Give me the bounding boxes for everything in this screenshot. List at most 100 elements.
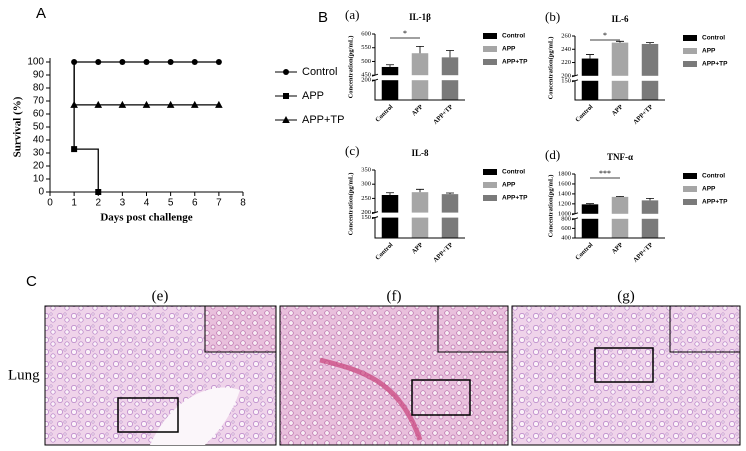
legend-label: Control — [502, 33, 525, 40]
y-tick-label: 40 — [33, 135, 45, 146]
axis — [574, 36, 665, 101]
legend-label: APP+TP — [702, 61, 728, 68]
legend-swatch — [683, 186, 697, 192]
histology-image — [44, 305, 277, 446]
x-tick-label: 2 — [95, 198, 101, 209]
panel-label: (c) — [345, 143, 359, 158]
x-tick-label: 7 — [216, 198, 222, 209]
y-tick-label: 1000 — [558, 210, 571, 217]
legend-label: APP — [702, 48, 716, 55]
y-tick-label: 550 — [361, 44, 371, 51]
axis-break — [572, 75, 665, 81]
x-tick-label: APP — [611, 241, 625, 255]
legend-label: APP+TP — [502, 59, 528, 66]
axis — [374, 170, 465, 239]
marker — [70, 100, 78, 108]
marker — [94, 100, 103, 108]
error-bar — [446, 192, 454, 195]
y-tick-label: 200 — [361, 77, 371, 84]
y-tick-label: 90 — [33, 70, 45, 81]
error-bar — [386, 64, 394, 67]
x-tick-label: APP — [411, 103, 425, 117]
y-axis-label: Survival (%) — [12, 96, 24, 157]
legend-label: APP+TP — [302, 114, 345, 126]
x-tick-label: APP+TP — [432, 242, 454, 264]
legend-swatch — [483, 46, 497, 52]
y-tick-label: 50 — [33, 122, 45, 133]
y-axis-label: Concentration(pg/mL) — [547, 175, 554, 238]
marker — [95, 189, 102, 195]
image-label: (e) — [152, 288, 169, 304]
y-tick-label: 1600 — [558, 180, 571, 187]
y-tick-label: 1200 — [558, 200, 571, 207]
axis-break — [572, 213, 665, 219]
bar — [641, 43, 659, 100]
error-bar — [586, 54, 594, 59]
row-label: Lung — [8, 367, 40, 383]
histology-image — [511, 305, 741, 446]
x-tick-label: Control — [574, 241, 594, 261]
legend-swatch — [683, 173, 697, 179]
legend-swatch — [683, 35, 697, 41]
legend-label: APP — [502, 182, 516, 189]
legend-swatch — [683, 61, 697, 67]
bar — [381, 66, 399, 100]
x-tick-label: Control — [374, 103, 394, 123]
x-tick-label: APP — [611, 103, 625, 117]
legend-label: APP — [302, 90, 324, 102]
legend-label: APP — [502, 46, 516, 53]
image-label: (f) — [387, 288, 402, 304]
marker — [215, 100, 223, 108]
marker — [282, 116, 290, 123]
y-tick-label: 250 — [361, 195, 371, 202]
legend-label: Control — [302, 66, 337, 78]
y-tick-label: 30 — [33, 148, 45, 159]
marker — [119, 59, 126, 65]
y-axis-label: Concentration(pg/mL) — [347, 173, 354, 236]
bar — [641, 200, 659, 238]
panel-label: A — [36, 5, 46, 22]
x-tick-label: 6 — [192, 198, 198, 209]
chart-title: IL-1β — [409, 12, 431, 22]
axis — [49, 58, 243, 193]
y-tick-label: 150 — [561, 77, 571, 84]
y-tick-label: 80 — [33, 83, 45, 94]
y-tick-label: 400 — [561, 234, 571, 241]
marker — [118, 100, 127, 108]
axis-break — [372, 212, 465, 218]
y-tick-label: 220 — [561, 59, 571, 66]
marker — [71, 146, 78, 153]
x-tick-label: Control — [374, 241, 394, 261]
x-tick-label: 8 — [240, 198, 246, 209]
legend-swatch — [683, 48, 697, 54]
legend-swatch — [683, 199, 697, 205]
y-tick-label: 0 — [38, 187, 44, 198]
error-bar — [416, 45, 424, 54]
y-tick-label: 200 — [361, 209, 371, 216]
x-tick-label: APP — [411, 241, 425, 255]
y-tick-label: 1400 — [558, 190, 571, 197]
y-tick-label: 100 — [27, 57, 44, 68]
chart-title: TNF-α — [607, 152, 633, 162]
y-tick-label: 150 — [361, 214, 371, 221]
panel-label: B — [318, 9, 328, 26]
error-bar — [416, 188, 424, 193]
panel-label: (b) — [545, 9, 560, 24]
error-bar — [616, 40, 624, 43]
bar — [581, 204, 599, 238]
bar — [611, 42, 629, 100]
panel-label: (a) — [345, 7, 359, 22]
legend-label: Control — [502, 169, 525, 176]
x-tick-label: APP+TP — [632, 104, 654, 126]
x-tick-label: 1 — [71, 198, 77, 209]
legend-label: APP+TP — [702, 199, 728, 206]
legend-swatch — [483, 182, 497, 188]
x-tick-label: APP+TP — [632, 242, 654, 264]
marker — [215, 59, 222, 65]
marker — [142, 100, 151, 108]
marker — [283, 69, 289, 75]
panel-label: (d) — [545, 147, 560, 162]
x-tick-label: 0 — [47, 198, 53, 209]
x-tick-label: 5 — [168, 198, 174, 209]
